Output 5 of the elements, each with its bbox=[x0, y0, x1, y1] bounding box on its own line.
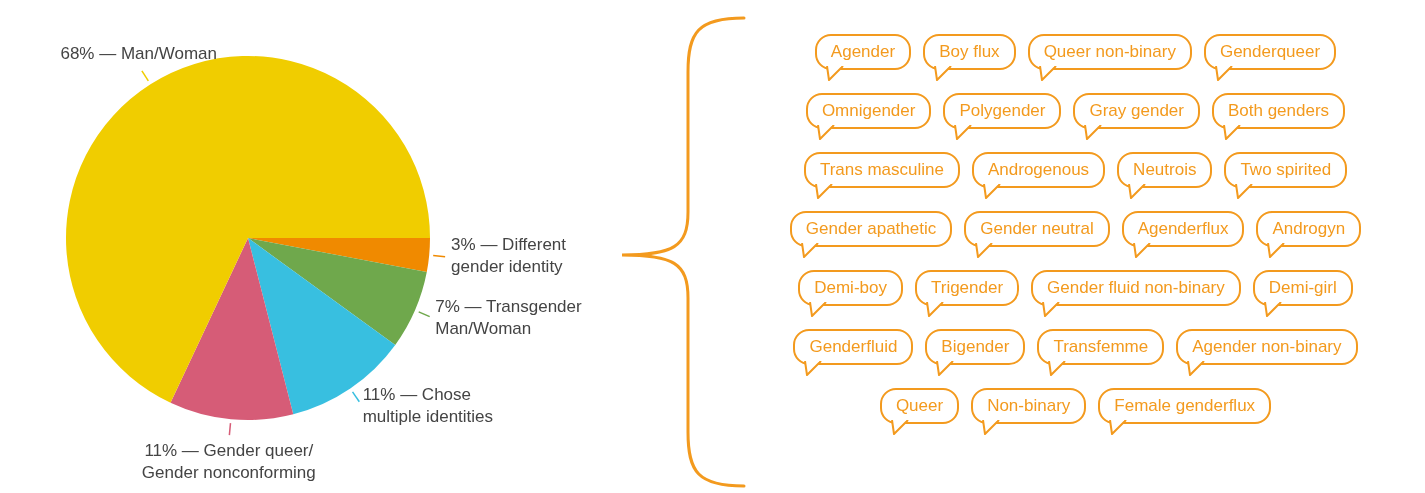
slice-label: 11% — Chose multiple identities bbox=[362, 384, 494, 426]
slice-label: 3% — Different gender identity bbox=[451, 235, 567, 277]
slice-label: 68% — Man/Woman bbox=[60, 43, 217, 63]
slice-label: 7% — Transgender Man/Woman bbox=[435, 297, 583, 339]
slice-label: 11% — Gender queer/ Gender nonconforming bbox=[141, 441, 316, 483]
